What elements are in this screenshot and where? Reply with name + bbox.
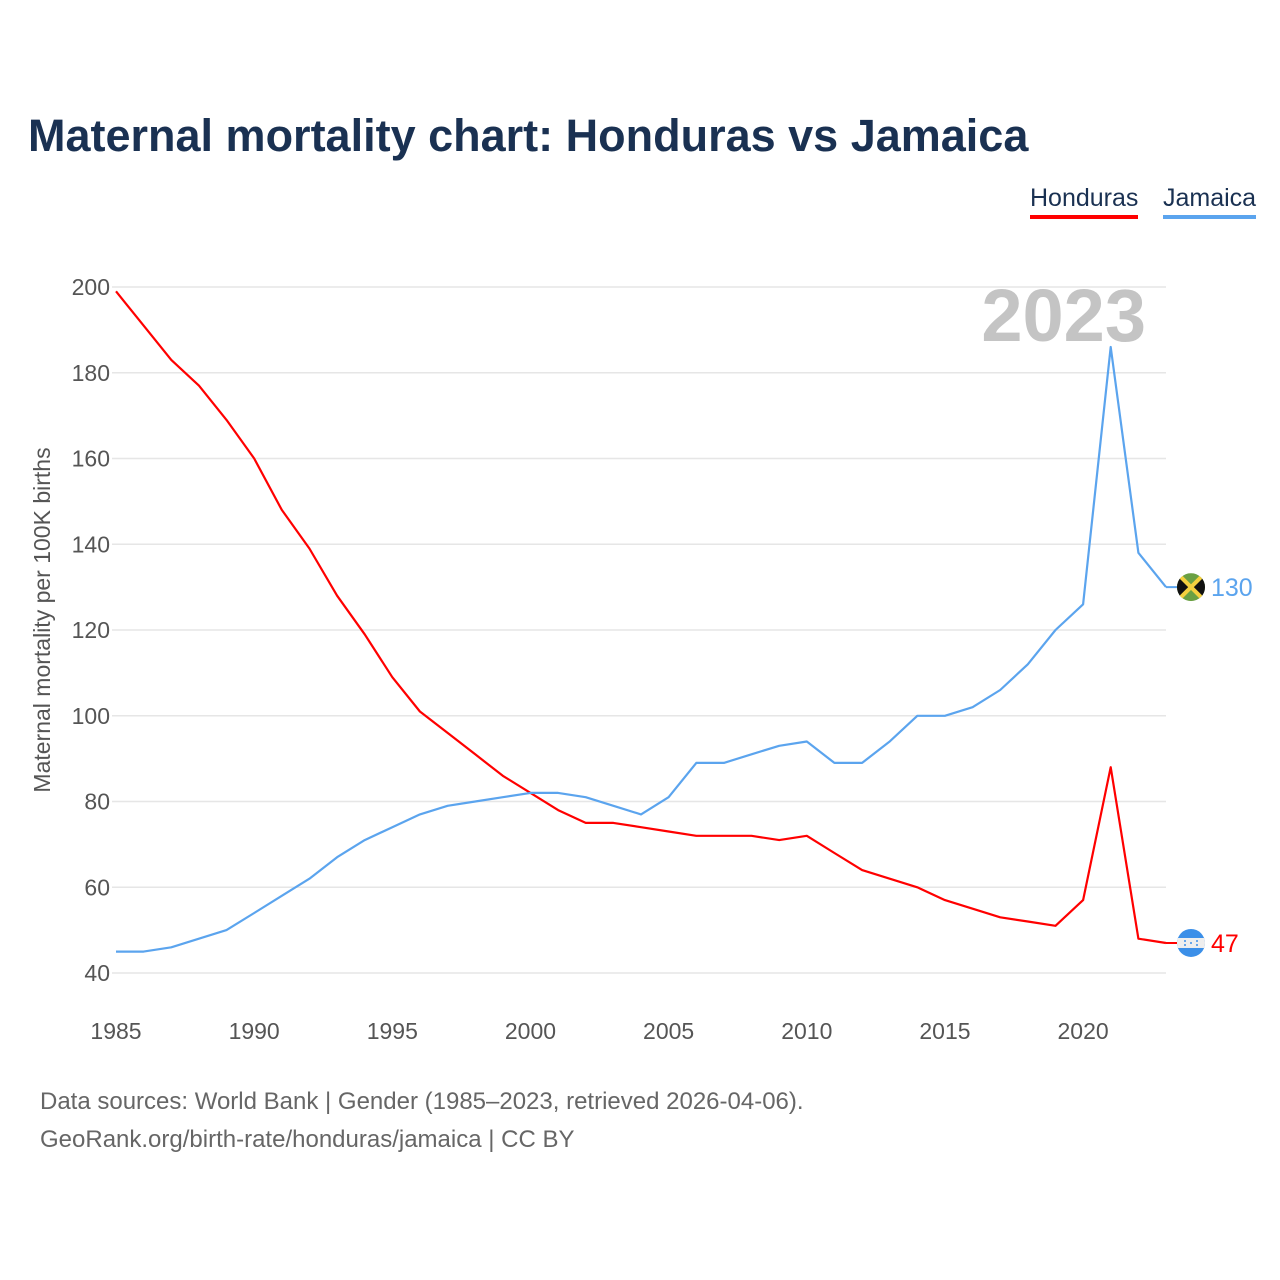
x-tick-label: 2000 [505,1018,556,1044]
y-tick-label: 60 [84,874,110,900]
y-tick-label: 80 [84,789,110,815]
y-tick-label: 140 [72,531,110,557]
y-axis-label: Maternal mortality per 100K births [29,447,55,792]
y-tick-label: 100 [72,703,110,729]
series-line-jamaica [116,345,1167,953]
y-tick-label: 180 [72,360,110,386]
footer-sources: Data sources: World Bank | Gender (1985–… [40,1088,804,1115]
y-tick-label: 200 [72,274,110,300]
jamaica-flag-icon [1177,573,1205,602]
x-tick-label: 2015 [919,1018,970,1044]
y-tick-label: 120 [72,617,110,643]
y-tick-label: 160 [72,446,110,472]
year-label: 2023 [981,274,1146,357]
chart-title: Maternal mortality chart: Honduras vs Ja… [28,110,1029,161]
series-line-honduras [115,290,1167,945]
legend-honduras[interactable]: Honduras [1030,184,1139,219]
x-tick-label: 2005 [643,1018,694,1044]
x-tick-label: 2010 [781,1018,832,1044]
footer-link[interactable]: GeoRank.org/birth-rate/honduras/jamaica … [40,1126,575,1153]
legend-jamaica[interactable]: Jamaica [1163,184,1257,219]
x-tick-label: 1990 [229,1018,280,1044]
x-tick-label: 1995 [367,1018,418,1044]
y-tick-label: 40 [84,960,110,986]
jamaica-end-label: 130 [1211,574,1253,602]
honduras-end-label: 47 [1211,930,1239,958]
x-tick-label: 2020 [1058,1018,1109,1044]
honduras-flag-icon [1177,928,1205,957]
x-tick-label: 1985 [90,1018,141,1044]
